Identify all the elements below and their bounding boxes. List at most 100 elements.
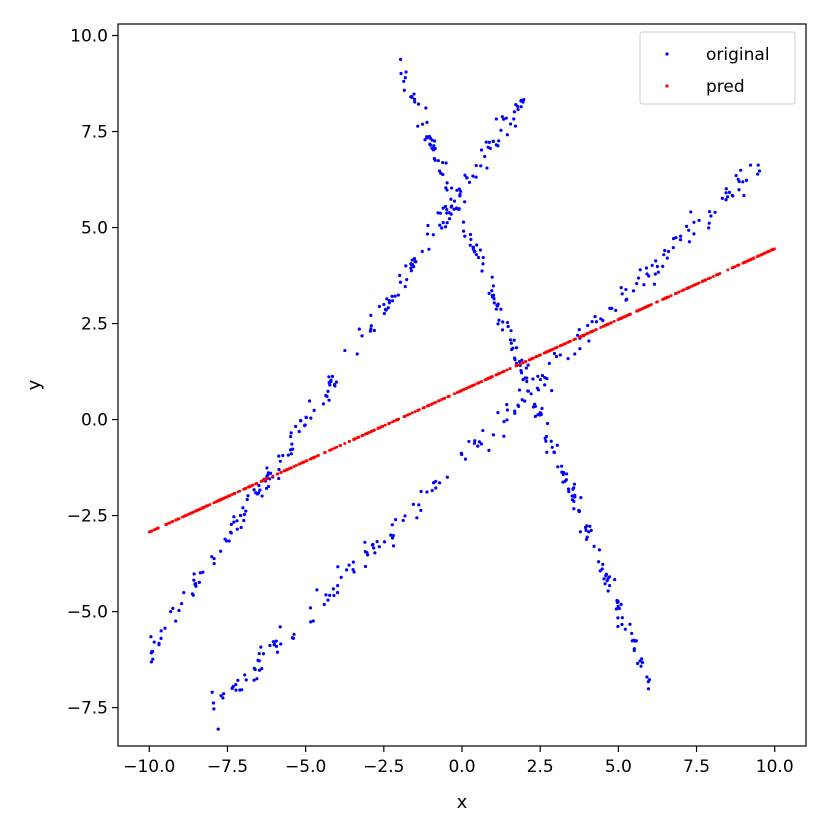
point-pred — [187, 512, 191, 516]
point-original — [163, 626, 167, 630]
point-original — [330, 374, 335, 379]
point-original — [404, 70, 408, 74]
point-original — [687, 228, 691, 232]
point-original — [665, 256, 669, 260]
point-original — [210, 555, 214, 559]
x-axis-label: x — [457, 792, 468, 813]
point-original — [447, 211, 451, 215]
point-pred — [637, 308, 641, 312]
point-pred — [503, 369, 506, 373]
point-pred — [224, 496, 228, 499]
point-pred — [343, 442, 346, 445]
point-original — [619, 602, 623, 607]
point-original — [674, 235, 678, 240]
point-original — [410, 258, 414, 262]
point-original — [275, 650, 280, 654]
point-original — [450, 186, 454, 190]
point-original — [396, 293, 400, 297]
point-pred — [572, 338, 576, 341]
point-original — [638, 659, 642, 663]
point-pred — [718, 272, 722, 275]
point-pred — [746, 259, 750, 263]
point-original — [289, 431, 293, 435]
point-original — [292, 632, 296, 636]
point-pred — [709, 276, 712, 280]
point-original — [413, 260, 417, 264]
y-tick-label: 5.0 — [81, 219, 108, 239]
point-pred — [715, 273, 718, 277]
point-original — [481, 255, 485, 260]
point-original — [671, 237, 676, 241]
point-original — [244, 678, 248, 682]
point-original — [584, 528, 588, 532]
point-pred — [496, 372, 499, 376]
point-original — [404, 264, 408, 268]
point-original — [566, 357, 570, 361]
point-original — [229, 522, 233, 527]
point-original — [563, 479, 567, 483]
point-pred — [566, 341, 570, 344]
point-pred — [155, 527, 158, 531]
point-pred — [773, 247, 776, 251]
point-pred — [396, 418, 400, 421]
point-pred — [655, 300, 658, 304]
point-pred — [494, 373, 498, 377]
point-original — [635, 281, 639, 286]
point-pred — [770, 248, 774, 252]
point-original — [566, 487, 571, 491]
point-pred — [662, 297, 666, 301]
point-original — [636, 661, 640, 666]
point-original — [724, 198, 728, 202]
point-original — [444, 161, 448, 165]
point-original — [377, 304, 382, 309]
point-original — [474, 175, 478, 179]
point-original — [524, 366, 528, 370]
point-original — [593, 315, 597, 319]
point-original — [491, 433, 496, 437]
point-original — [619, 286, 623, 290]
point-pred — [198, 508, 201, 511]
point-original — [499, 128, 503, 132]
point-pred — [437, 399, 441, 403]
point-original — [491, 284, 495, 288]
point-original — [517, 388, 522, 392]
point-original — [492, 297, 496, 301]
y-tick-label: −7.5 — [67, 699, 108, 719]
point-original — [603, 582, 607, 586]
point-original — [628, 622, 632, 626]
point-pred — [448, 394, 451, 398]
point-original — [438, 223, 442, 227]
point-original — [326, 389, 330, 393]
point-original — [632, 648, 636, 653]
point-pred — [304, 459, 308, 463]
point-original — [630, 631, 634, 636]
point-pred — [214, 500, 218, 504]
point-original — [579, 496, 583, 500]
point-original — [485, 166, 489, 170]
point-original — [391, 544, 396, 548]
point-original — [685, 224, 689, 228]
point-pred — [669, 294, 673, 297]
point-original — [268, 643, 272, 648]
point-original — [290, 442, 294, 446]
point-original — [403, 514, 407, 518]
point-pred — [156, 526, 160, 530]
point-original — [403, 76, 407, 80]
point-original — [571, 487, 575, 491]
point-pred — [348, 440, 351, 443]
point-pred — [759, 253, 763, 257]
point-original — [494, 307, 498, 311]
point-original — [516, 403, 520, 407]
point-pred — [370, 429, 374, 433]
point-pred — [629, 312, 632, 316]
point-pred — [556, 345, 559, 349]
point-original — [278, 459, 282, 463]
point-pred — [704, 278, 707, 282]
point-pred — [757, 254, 761, 258]
point-pred — [394, 418, 398, 422]
point-original — [334, 380, 338, 384]
point-original — [577, 509, 582, 513]
point-pred — [150, 529, 154, 533]
point-original — [616, 616, 620, 620]
point-original — [731, 194, 735, 198]
